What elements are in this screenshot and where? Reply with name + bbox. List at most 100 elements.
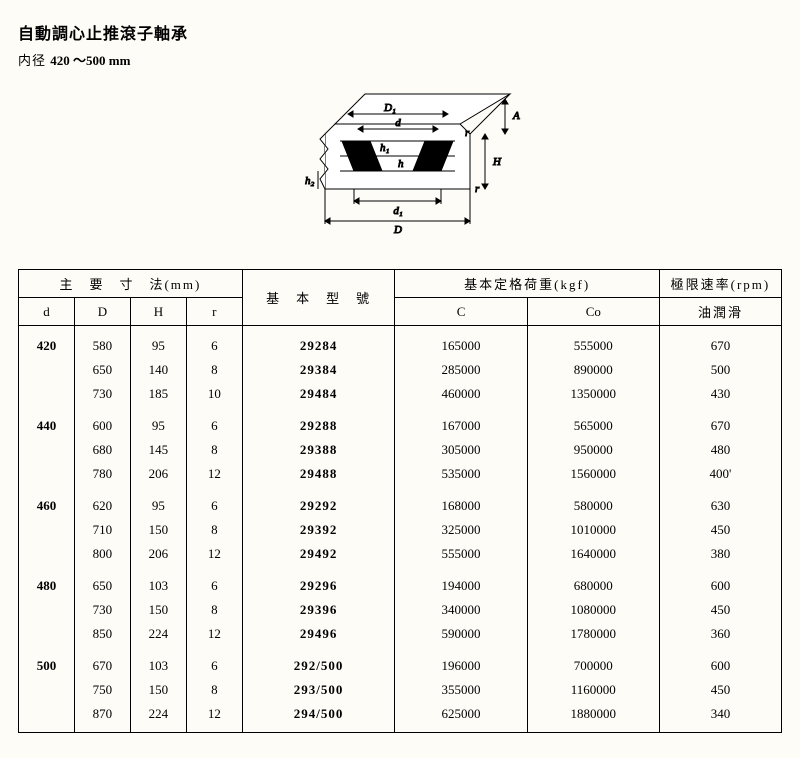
- r-cell: 12: [186, 622, 242, 646]
- D-cell: 670: [74, 646, 130, 678]
- bearing-diagram: D₁ d A H r r h₁ h h₂ d₁ D: [270, 79, 530, 239]
- D-cell: 780: [74, 462, 130, 486]
- H-cell: 185: [130, 382, 186, 406]
- H-cell: 150: [130, 678, 186, 702]
- dim-d: d: [395, 117, 401, 129]
- Co-cell: 700000: [527, 646, 659, 678]
- spec-table: 主 要 寸 法(mm) 基 本 型 號 基本定格荷重(kgf) 極限速率(rpm…: [18, 269, 782, 733]
- H-cell: 103: [130, 646, 186, 678]
- C-cell: 535000: [395, 462, 527, 486]
- Co-cell: 1350000: [527, 382, 659, 406]
- H-cell: 224: [130, 622, 186, 646]
- H-cell: 103: [130, 566, 186, 598]
- H-cell: 140: [130, 358, 186, 382]
- rpm-cell: 670: [659, 326, 781, 359]
- H-cell: 95: [130, 406, 186, 438]
- model-cell: 29284: [242, 326, 395, 359]
- H-cell: 224: [130, 702, 186, 733]
- C-cell: 325000: [395, 518, 527, 542]
- C-cell: 167000: [395, 406, 527, 438]
- r-cell: 8: [186, 358, 242, 382]
- D-cell: 650: [74, 566, 130, 598]
- rpm-cell: 500: [659, 358, 781, 382]
- dim-h2: h₂: [305, 175, 315, 187]
- rpm-cell: 480: [659, 438, 781, 462]
- Co-cell: 1560000: [527, 462, 659, 486]
- rpm-cell: 380: [659, 542, 781, 566]
- C-cell: 340000: [395, 598, 527, 622]
- C-cell: 165000: [395, 326, 527, 359]
- header-C: C: [395, 298, 527, 326]
- d-cell: [19, 438, 75, 462]
- d-cell: 440: [19, 406, 75, 438]
- header-D: D: [74, 298, 130, 326]
- H-cell: 95: [130, 326, 186, 359]
- D-cell: 620: [74, 486, 130, 518]
- table-row: 46062095629292168000580000630: [19, 486, 782, 518]
- model-cell: 29488: [242, 462, 395, 486]
- D-cell: 850: [74, 622, 130, 646]
- model-cell: 29496: [242, 622, 395, 646]
- dim-A: A: [512, 110, 520, 122]
- d-cell: 480: [19, 566, 75, 598]
- d-cell: 460: [19, 486, 75, 518]
- table-row: 80020612294925550001640000380: [19, 542, 782, 566]
- table-row: 680145829388305000950000480: [19, 438, 782, 462]
- d-cell: 500: [19, 646, 75, 678]
- model-cell: 29292: [242, 486, 395, 518]
- C-cell: 196000: [395, 646, 527, 678]
- subtitle-prefix: 内径: [18, 53, 46, 68]
- d-cell: [19, 702, 75, 733]
- Co-cell: 580000: [527, 486, 659, 518]
- C-cell: 625000: [395, 702, 527, 733]
- r-cell: 6: [186, 566, 242, 598]
- d-cell: [19, 358, 75, 382]
- rpm-cell: 360: [659, 622, 781, 646]
- D-cell: 580: [74, 326, 130, 359]
- page-title: 自動調心止推滾子軸承: [18, 20, 782, 44]
- dim-D: D: [393, 224, 402, 234]
- d-cell: [19, 462, 75, 486]
- dim-h: h: [398, 158, 404, 170]
- d-cell: [19, 598, 75, 622]
- table-row: 42058095629284165000555000670: [19, 326, 782, 359]
- model-cell: 294/500: [242, 702, 395, 733]
- model-cell: 292/500: [242, 646, 395, 678]
- D-cell: 730: [74, 382, 130, 406]
- dim-h1: h₁: [380, 142, 390, 154]
- dim-D1: D₁: [383, 102, 396, 114]
- D-cell: 650: [74, 358, 130, 382]
- C-cell: 168000: [395, 486, 527, 518]
- header-model: 基 本 型 號: [242, 270, 395, 326]
- header-H: H: [130, 298, 186, 326]
- D-cell: 870: [74, 702, 130, 733]
- rpm-cell: 450: [659, 598, 781, 622]
- d-cell: [19, 542, 75, 566]
- table-row: 5006701036292/500196000700000600: [19, 646, 782, 678]
- D-cell: 680: [74, 438, 130, 462]
- D-cell: 800: [74, 542, 130, 566]
- dim-r-top: r: [465, 127, 470, 139]
- table-row: 85022412294965900001780000360: [19, 622, 782, 646]
- table-row: 73018510294844600001350000430: [19, 382, 782, 406]
- model-cell: 29396: [242, 598, 395, 622]
- dim-d1: d₁: [393, 205, 403, 217]
- H-cell: 150: [130, 518, 186, 542]
- model-cell: 29484: [242, 382, 395, 406]
- D-cell: 710: [74, 518, 130, 542]
- table-row: 44060095629288167000565000670: [19, 406, 782, 438]
- d-cell: 420: [19, 326, 75, 359]
- Co-cell: 890000: [527, 358, 659, 382]
- C-cell: 590000: [395, 622, 527, 646]
- page-subtitle: 内径 420 ～500 mm: [18, 50, 782, 69]
- rpm-cell: 600: [659, 566, 781, 598]
- C-cell: 555000: [395, 542, 527, 566]
- model-cell: 293/500: [242, 678, 395, 702]
- r-cell: 8: [186, 438, 242, 462]
- model-cell: 29392: [242, 518, 395, 542]
- C-cell: 305000: [395, 438, 527, 462]
- r-cell: 12: [186, 702, 242, 733]
- d-cell: [19, 518, 75, 542]
- model-cell: 29384: [242, 358, 395, 382]
- r-cell: 10: [186, 382, 242, 406]
